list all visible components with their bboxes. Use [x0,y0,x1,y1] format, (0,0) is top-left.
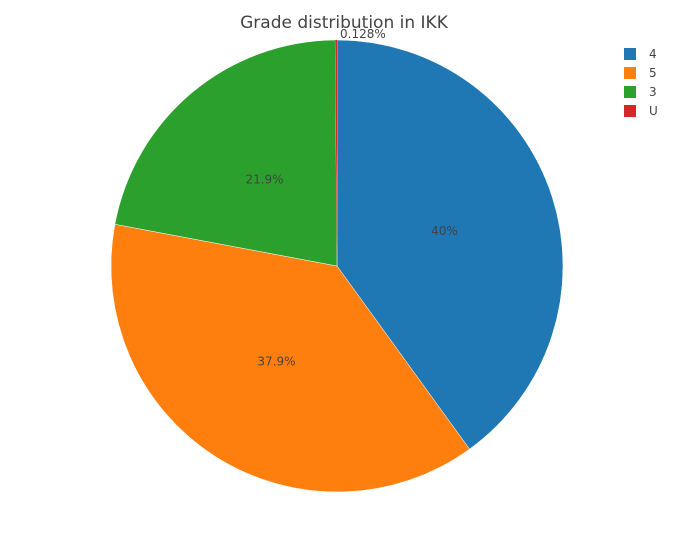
pie-slice-u [335,40,337,266]
slice-percent-label-3: 21.9% [245,172,283,186]
legend-label-u: U [649,104,658,118]
slice-percent-label-5: 37.9% [257,354,295,368]
legend-swatch-4 [624,48,636,60]
chart-title: Grade distribution in IKK [240,13,449,33]
pie-slice-5 [110,223,470,493]
legend-swatch-u [624,105,636,117]
legend: 4 5 3 U [624,47,658,118]
slice-percent-label-4: 40% [431,224,458,238]
pie-labels: 40% 37.9% 21.9% 0.128% [245,27,457,368]
legend-label-5: 5 [649,66,657,80]
pie-slices [110,39,564,493]
legend-label-4: 4 [649,47,657,61]
legend-swatch-5 [624,67,636,79]
pie-slice-4 [336,39,564,450]
legend-swatch-3 [624,86,636,98]
slice-percent-label-u: 0.128% [340,27,386,41]
legend-label-3: 3 [649,85,657,99]
pie-slice-3 [114,39,338,267]
